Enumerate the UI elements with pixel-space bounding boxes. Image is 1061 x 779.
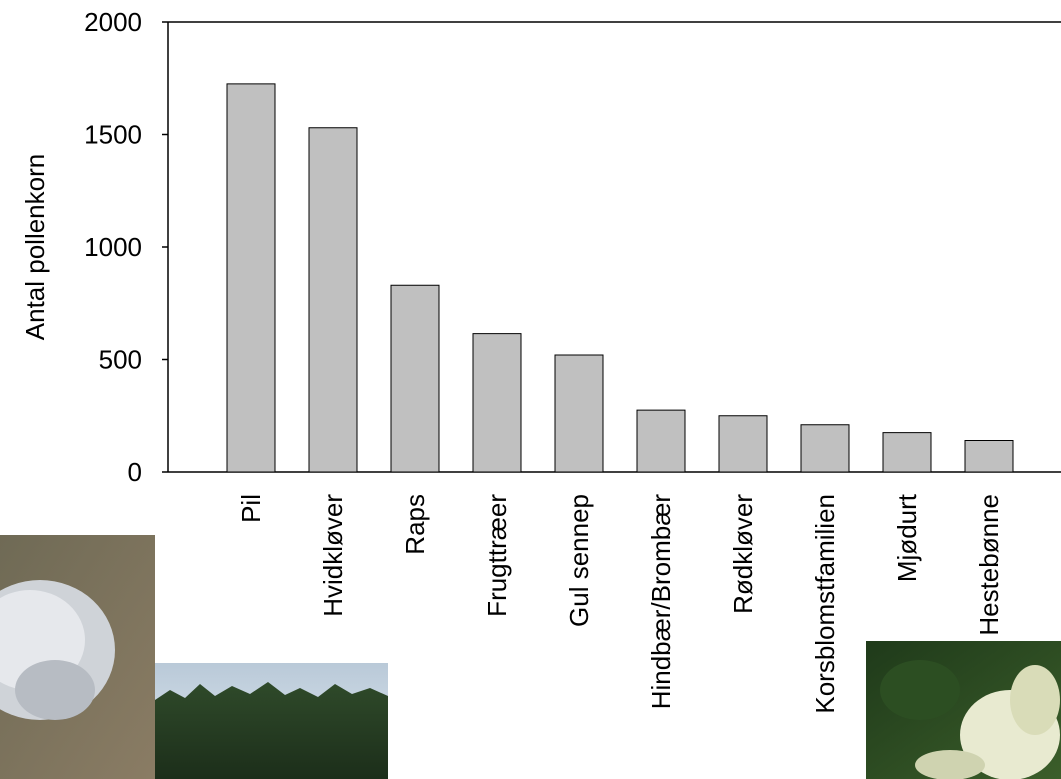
y-tick-label: 2000 — [84, 7, 142, 37]
x-tick-label: Rødkløver — [728, 494, 758, 614]
photo-forest — [155, 663, 388, 779]
bar — [800, 424, 850, 473]
bar — [964, 440, 1014, 473]
x-tick-label: Hindbær/Brombær — [646, 494, 676, 710]
x-tick-label: Gul sennep — [564, 494, 594, 627]
photo-meadowsweet — [866, 641, 1061, 779]
photos — [0, 535, 1061, 779]
x-tick-label: Pil — [236, 494, 266, 523]
bar — [308, 127, 358, 473]
bar — [554, 354, 604, 473]
photo-yarrow — [0, 535, 155, 779]
y-tick-label: 1500 — [84, 120, 142, 150]
bar — [472, 333, 522, 473]
x-tick-label: Hvidkløver — [318, 494, 348, 617]
y-tick-label: 0 — [128, 457, 142, 487]
plot: 0 500 1000 1500 2000 Pil Hvidkløver Raps Frugttr… — [84, 7, 1014, 714]
bar — [636, 409, 686, 473]
bar — [390, 284, 440, 473]
axes — [167, 21, 1061, 473]
x-tick-label: Hestebønne — [974, 494, 1004, 636]
bar — [882, 432, 932, 473]
x-tick-label: Mjødurt — [892, 493, 922, 582]
x-tick-label: Frugttræer — [482, 494, 512, 617]
y-axis-label: Antal pollenkorn — [20, 154, 50, 340]
x-tick-label: Raps — [400, 494, 430, 555]
bar — [718, 415, 768, 473]
bar — [226, 83, 276, 473]
y-tick-label: 500 — [99, 345, 142, 375]
x-tick-label: Korsblomstfamilien — [810, 494, 840, 714]
y-tick-label: 1000 — [84, 232, 142, 262]
